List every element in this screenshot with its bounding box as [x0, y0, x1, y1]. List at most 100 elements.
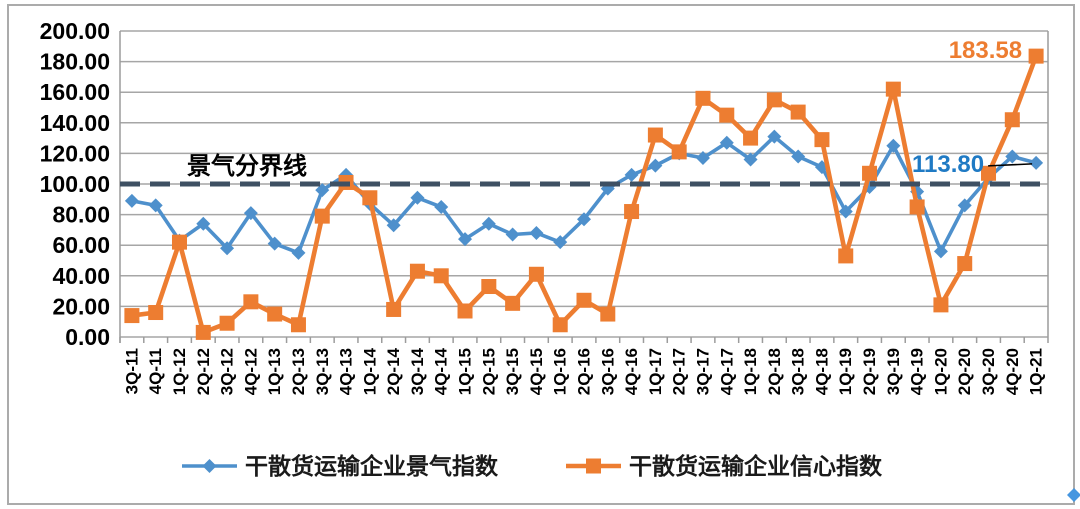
diamond-marker — [1005, 149, 1020, 164]
x-axis-label: 4Q-15 — [527, 348, 546, 395]
annotation-leader-line — [988, 163, 1033, 167]
blue-diamond-handle — [1067, 488, 1080, 502]
square-marker — [124, 308, 140, 324]
x-axis-label: 3Q-14 — [408, 347, 427, 395]
y-axis-label: 180.00 — [40, 49, 110, 75]
y-axis-label: 140.00 — [40, 110, 110, 136]
chart-frame-border — [7, 4, 1075, 505]
diamond-marker — [577, 212, 591, 227]
reference-line-label: 景气分界线 — [187, 152, 307, 180]
diamond-marker — [695, 150, 710, 165]
x-axis-label: 4Q-12 — [241, 348, 260, 395]
diamond-marker — [648, 158, 663, 173]
x-axis-label: 1Q-21 — [1027, 348, 1046, 395]
diamond-marker — [124, 193, 139, 208]
diamond-marker — [148, 198, 163, 213]
x-axis-label: 2Q-13 — [289, 348, 308, 395]
diamond-marker — [481, 216, 496, 231]
diamond-marker — [624, 167, 639, 182]
square-marker — [695, 90, 711, 106]
square-marker — [148, 305, 164, 321]
y-axis-labels: 0.00 20.00 40.00 60.00 80.00 100.00 120.00 140.… — [40, 18, 110, 350]
series-0 — [124, 129, 1044, 260]
x-axis-label: 3Q-13 — [313, 348, 332, 395]
diamond-marker — [243, 206, 258, 221]
square-marker — [1028, 48, 1044, 64]
legend: 干散货运输企业景气指数 干散货运输企业信心指数 — [182, 453, 883, 479]
diamond-marker — [743, 152, 758, 167]
legend-label-1: 干散货运输企业信心指数 — [629, 453, 883, 479]
x-axis-label: 2Q-17 — [670, 348, 689, 395]
square-marker — [909, 199, 925, 215]
x-axis-label: 1Q-16 — [551, 348, 570, 395]
chart-frame — [8, 5, 1074, 504]
square-marker — [528, 266, 544, 282]
series-1 — [124, 48, 1044, 340]
x-axis-label: 2Q-18 — [765, 348, 784, 395]
value-callout-blue: 113.80 — [912, 151, 984, 178]
diamond-marker — [458, 232, 473, 247]
y-axis-label: 40.00 — [52, 263, 110, 289]
y-axis-label: 120.00 — [40, 140, 110, 166]
square-marker — [457, 303, 473, 319]
x-axis-label: 1Q-19 — [836, 348, 855, 395]
square-marker — [862, 165, 878, 181]
diamond-marker — [886, 138, 901, 153]
diamond-marker — [220, 241, 235, 256]
square-marker — [1004, 112, 1020, 128]
x-axis-label: 3Q-20 — [979, 348, 998, 395]
x-axis-label: 3Q-17 — [693, 348, 712, 395]
square-marker — [195, 324, 211, 340]
x-axis-label: 1Q-18 — [741, 348, 760, 395]
square-marker — [433, 268, 449, 284]
diamond-marker — [791, 149, 806, 164]
square-marker — [933, 297, 949, 313]
x-axis-label: 4Q-18 — [812, 348, 831, 395]
square-marker — [600, 306, 616, 322]
x-axis-label: 2Q-20 — [955, 348, 974, 395]
diamond-marker — [267, 236, 282, 251]
square-marker — [719, 107, 735, 123]
x-axis-label: 3Q-12 — [218, 348, 237, 395]
series — [124, 48, 1044, 340]
x-axis-label: 3Q-18 — [789, 348, 808, 395]
diamond-marker — [529, 225, 544, 240]
diamond-marker — [291, 245, 306, 260]
square-marker — [743, 130, 759, 146]
x-axis-label: 3Q-16 — [598, 348, 617, 395]
square-marker — [671, 144, 687, 160]
square-marker — [314, 208, 330, 224]
x-axis-label: 1Q-13 — [265, 348, 284, 395]
x-axis-label: 3Q-15 — [503, 348, 522, 395]
legend-label-0: 干散货运输企业景气指数 — [245, 453, 499, 479]
square-marker — [576, 292, 592, 308]
x-axis-labels: 3Q-11 4Q-11 1Q-12 2Q-12 3Q-12 4Q-12 1Q-13 2Q-13… — [122, 347, 1045, 395]
x-axis-label: 2Q-19 — [860, 348, 879, 395]
diamond-marker — [202, 459, 217, 473]
square-marker — [386, 301, 402, 317]
square-marker — [647, 127, 663, 143]
x-axis-label: 1Q-12 — [170, 348, 189, 395]
diamond-marker — [553, 235, 568, 250]
diamond-marker — [386, 218, 401, 233]
y-axis-label: 200.00 — [40, 18, 110, 44]
square-marker — [790, 104, 806, 120]
y-axis-label: 80.00 — [52, 202, 110, 228]
x-axis-label: 4Q-16 — [622, 348, 641, 395]
square-marker — [885, 81, 901, 97]
value-callout-orange: 183.58 — [949, 37, 1022, 64]
diamond-marker — [767, 129, 782, 144]
x-axis-label: 4Q-11 — [146, 348, 165, 394]
diamond-marker — [434, 199, 449, 214]
x-axis-label: 2Q-12 — [194, 348, 213, 395]
y-axis-label: 0.00 — [65, 324, 110, 350]
x-axis-label: 1Q-14 — [360, 347, 379, 395]
x-axis-label: 2Q-15 — [479, 348, 498, 395]
y-axis-label: 20.00 — [52, 293, 110, 319]
square-marker — [766, 92, 782, 108]
square-marker — [814, 132, 830, 148]
reference-line: 景气分界线 — [120, 152, 1048, 187]
x-axis-label: 1Q-20 — [931, 348, 950, 395]
x-axis-label: 3Q-19 — [884, 348, 903, 395]
